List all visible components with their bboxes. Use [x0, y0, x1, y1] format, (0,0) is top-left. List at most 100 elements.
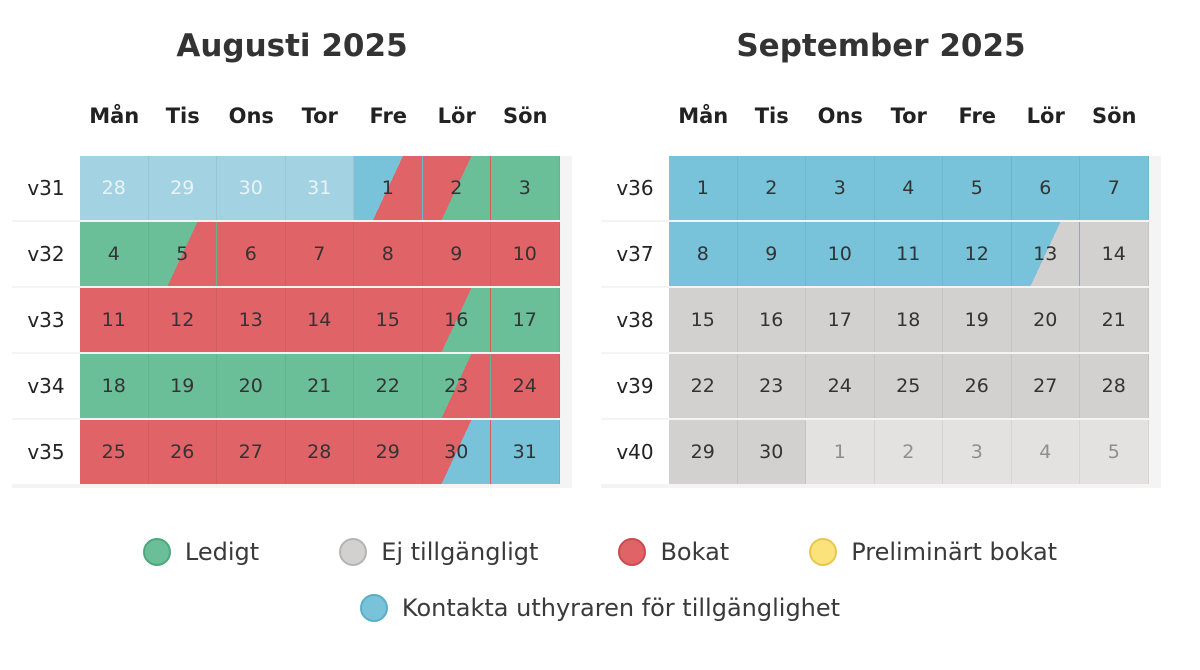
day-cell[interactable]: 28	[1080, 354, 1149, 418]
day-cell[interactable]: 5	[943, 156, 1012, 220]
day-cell[interactable]: 22	[669, 354, 738, 418]
weekday-mon: Mån	[89, 104, 140, 128]
day-cell[interactable]: 16	[422, 288, 491, 352]
day-cell[interactable]: 21	[1080, 288, 1149, 352]
day-cell[interactable]: 5	[1080, 420, 1149, 484]
day-cell[interactable]: 10	[806, 222, 875, 286]
day-cell[interactable]: 14	[285, 288, 354, 352]
day-cell[interactable]: 23	[737, 354, 806, 418]
day-cell[interactable]: 29	[354, 420, 423, 484]
day-cell[interactable]: 20	[1011, 288, 1080, 352]
day-cell[interactable]: 2	[737, 156, 806, 220]
day-cell[interactable]: 29	[148, 156, 217, 220]
week-number: v39	[601, 354, 669, 418]
day-cell[interactable]: 19	[148, 354, 217, 418]
day-cell[interactable]: 5	[148, 222, 217, 286]
day-cell[interactable]: 30	[737, 420, 806, 484]
day-number: 2	[902, 441, 915, 463]
day-number: 8	[381, 243, 394, 265]
day-cell[interactable]: 3	[491, 156, 560, 220]
day-number: 21	[1101, 309, 1126, 331]
day-number: 24	[512, 375, 537, 397]
day-cell[interactable]: 31	[491, 420, 560, 484]
day-cell[interactable]: 12	[943, 222, 1012, 286]
day-cell[interactable]: 25	[874, 354, 943, 418]
day-cell[interactable]: 17	[806, 288, 875, 352]
day-cell[interactable]: 8	[354, 222, 423, 286]
day-cell[interactable]: 16	[737, 288, 806, 352]
day-cell[interactable]: 9	[422, 222, 491, 286]
weekday-sun: Sön	[502, 104, 548, 128]
day-cell[interactable]: 1	[806, 420, 875, 484]
day-number: 5	[970, 177, 983, 199]
day-number: 21	[307, 375, 332, 397]
day-cell[interactable]: 2	[874, 420, 943, 484]
day-cell[interactable]: 4	[1011, 420, 1080, 484]
day-cell[interactable]: 18	[874, 288, 943, 352]
day-cell[interactable]: 27	[217, 420, 286, 484]
day-cell[interactable]: 24	[491, 354, 560, 418]
day-cell[interactable]: 7	[1080, 156, 1149, 220]
day-cell[interactable]: 6	[217, 222, 286, 286]
day-number: 5	[1107, 441, 1120, 463]
day-cell[interactable]: 23	[422, 354, 491, 418]
day-cell[interactable]: 13	[1011, 222, 1080, 286]
day-cell[interactable]: 1	[669, 156, 738, 220]
day-cell[interactable]: 13	[217, 288, 286, 352]
day-cell[interactable]: 4	[80, 222, 149, 286]
day-cell[interactable]: 3	[806, 156, 875, 220]
day-cell[interactable]: 21	[285, 354, 354, 418]
day-number: 28	[101, 177, 126, 199]
day-cell[interactable]: 26	[148, 420, 217, 484]
day-cell[interactable]: 1	[354, 156, 423, 220]
day-cell[interactable]: 24	[806, 354, 875, 418]
day-cell[interactable]: 28	[285, 420, 354, 484]
day-cell[interactable]: 15	[669, 288, 738, 352]
day-number: 25	[101, 441, 126, 463]
day-cell[interactable]: 9	[737, 222, 806, 286]
day-cell[interactable]: 30	[217, 156, 286, 220]
day-number: 9	[765, 243, 778, 265]
day-cell[interactable]: 12	[148, 288, 217, 352]
day-cell[interactable]: 26	[943, 354, 1012, 418]
day-number: 22	[375, 375, 400, 397]
day-cell[interactable]: 11	[80, 288, 149, 352]
day-cell[interactable]: 14	[1080, 222, 1149, 286]
day-cell[interactable]: 11	[874, 222, 943, 286]
day-cell[interactable]: 27	[1011, 354, 1080, 418]
day-cell[interactable]: 7	[285, 222, 354, 286]
day-cell[interactable]: 10	[491, 222, 560, 286]
week-row: v33 11 12 13 14 15 16 17	[12, 288, 572, 352]
legend-contact: Kontakta uthyraren för tillgänglighet	[359, 594, 840, 622]
day-cell[interactable]: 4	[874, 156, 943, 220]
day-number: 11	[896, 243, 921, 265]
day-cell[interactable]: 15	[354, 288, 423, 352]
day-cell[interactable]: 25	[80, 420, 149, 484]
day-number: 5	[176, 243, 189, 265]
week-row: v35 25 26 27 28 29 30 31	[12, 420, 572, 484]
day-number: 18	[101, 375, 126, 397]
day-cell[interactable]: 20	[217, 354, 286, 418]
contact-dot-icon	[359, 594, 388, 622]
weekday-sat: Lör	[1026, 104, 1065, 128]
day-cell[interactable]: 6	[1011, 156, 1080, 220]
preliminary-dot-icon	[809, 538, 838, 566]
day-number: 26	[964, 375, 989, 397]
day-cell[interactable]: 19	[943, 288, 1012, 352]
day-number: 1	[833, 441, 846, 463]
day-cell[interactable]: 2	[422, 156, 491, 220]
day-number: 20	[1033, 309, 1058, 331]
day-cell[interactable]: 31	[285, 156, 354, 220]
day-cell[interactable]: 8	[669, 222, 738, 286]
day-cell[interactable]: 30	[422, 420, 491, 484]
day-cell[interactable]: 22	[354, 354, 423, 418]
day-number: 28	[307, 441, 332, 463]
day-cell[interactable]: 18	[80, 354, 149, 418]
day-cell[interactable]: 17	[491, 288, 560, 352]
day-number: 16	[759, 309, 784, 331]
day-number: 12	[170, 309, 195, 331]
day-cell[interactable]: 29	[669, 420, 738, 484]
day-cell[interactable]: 3	[943, 420, 1012, 484]
day-number: 15	[375, 309, 400, 331]
day-cell[interactable]: 28	[80, 156, 149, 220]
